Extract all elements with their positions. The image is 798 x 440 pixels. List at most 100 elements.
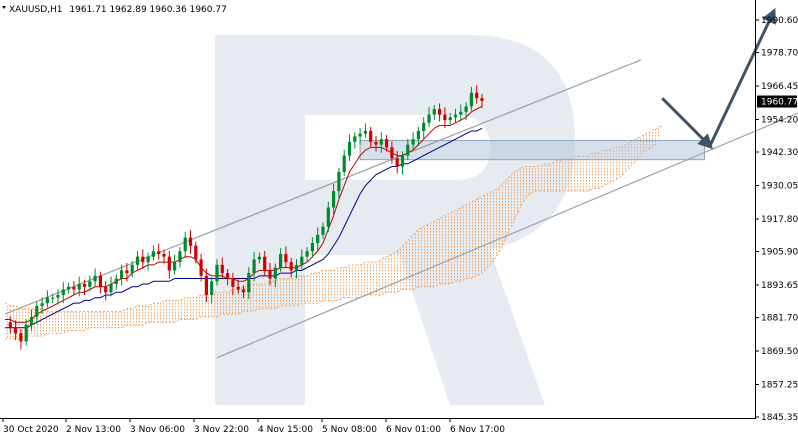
candle-body — [300, 256, 304, 265]
candle — [120, 264, 124, 286]
candle — [51, 293, 55, 304]
candle-body — [215, 264, 219, 282]
candle-body — [390, 147, 394, 159]
candle — [61, 282, 65, 304]
candle-body — [220, 264, 224, 274]
candle-body — [77, 284, 81, 290]
candle-body — [400, 155, 405, 167]
candle-body — [464, 106, 468, 112]
candle — [241, 285, 246, 298]
candle-body — [342, 155, 346, 172]
candle-body — [443, 114, 447, 121]
candle — [141, 249, 145, 269]
candle-body — [120, 270, 124, 279]
candle-body — [45, 297, 49, 304]
candle — [247, 267, 251, 300]
watermark-r-shape — [215, 35, 575, 405]
candle-body — [199, 259, 203, 276]
candle-body — [369, 130, 373, 142]
price-tick-label: 1917.80 — [761, 215, 798, 225]
candle-body — [374, 141, 378, 145]
current-price: 1960.77 — [761, 98, 798, 108]
candle-body — [173, 262, 177, 271]
candle — [45, 290, 49, 308]
price-tick-label: 1966.45 — [761, 82, 798, 92]
candle-body — [289, 262, 293, 271]
candle-body — [104, 286, 108, 293]
candle — [390, 141, 394, 164]
time-tick-label: 3 Nov 22:00 — [194, 425, 249, 435]
candle-body — [88, 281, 92, 287]
zone-rect[interactable] — [359, 140, 706, 161]
candle — [194, 241, 198, 264]
axes — [0, 0, 756, 419]
candle — [77, 276, 81, 297]
candle-body — [427, 114, 431, 123]
candle-body — [157, 251, 161, 254]
candle — [146, 252, 150, 271]
candle-body — [395, 158, 399, 167]
channel-lower-line[interactable] — [216, 90, 798, 359]
candle — [448, 113, 452, 125]
candle-body — [263, 256, 267, 271]
current-price-tag: 1960.77 — [757, 95, 798, 108]
candle-body — [385, 139, 389, 148]
candle-body — [231, 278, 235, 287]
candle — [358, 127, 362, 145]
candle-body — [151, 251, 155, 257]
candle — [294, 259, 299, 279]
candle — [480, 94, 484, 108]
candle-body — [337, 171, 341, 192]
forecast-arrows — [661, 8, 776, 150]
candle-body — [273, 267, 277, 279]
candle — [199, 253, 203, 282]
candle-body — [453, 114, 458, 118]
candle — [252, 252, 256, 282]
candle — [14, 320, 18, 341]
candle-body — [326, 207, 330, 227]
channel-upper-line[interactable] — [4, 59, 642, 315]
candle-body — [93, 275, 97, 282]
time-tick-label: 30 Oct 2020 — [3, 425, 59, 435]
candle-body — [167, 256, 171, 271]
candle — [385, 135, 389, 152]
candle-body — [24, 325, 28, 342]
candle — [204, 268, 208, 302]
candle-body — [40, 303, 44, 306]
candle — [464, 102, 468, 121]
price-tick-label: 1942.30 — [761, 148, 798, 158]
candle — [273, 263, 277, 287]
price-tick-label: 1990.60 — [761, 16, 798, 26]
candle-body — [56, 294, 60, 298]
price-tick-label: 1893.65 — [761, 281, 798, 291]
candle — [72, 281, 76, 295]
candle-body — [98, 275, 102, 287]
price-tag-bg — [757, 95, 797, 108]
candle-body — [125, 270, 129, 274]
candle-body — [257, 256, 261, 260]
candle — [427, 107, 431, 127]
candle — [151, 245, 155, 261]
price-tick-label: 1857.25 — [761, 380, 798, 390]
candle-body — [29, 316, 34, 326]
candle — [24, 319, 28, 346]
forecast-arrow-down[interactable] — [661, 97, 714, 150]
forecast-arrow-up[interactable] — [708, 8, 776, 147]
candle-body — [109, 284, 113, 293]
price-tick-label: 1869.50 — [761, 347, 798, 357]
candle-body — [146, 256, 150, 263]
candle — [210, 277, 214, 304]
candle — [257, 252, 261, 264]
ichimoku-cloud — [4, 125, 663, 340]
trend-channel — [4, 59, 798, 359]
candle — [104, 281, 108, 301]
candle — [337, 167, 341, 200]
candle — [332, 183, 336, 215]
candle — [93, 268, 97, 287]
collapse-triangle-icon[interactable] — [2, 6, 6, 9]
candle-body — [279, 253, 283, 268]
candle-body — [316, 234, 320, 244]
candle-body — [72, 286, 76, 290]
candle — [400, 151, 405, 175]
